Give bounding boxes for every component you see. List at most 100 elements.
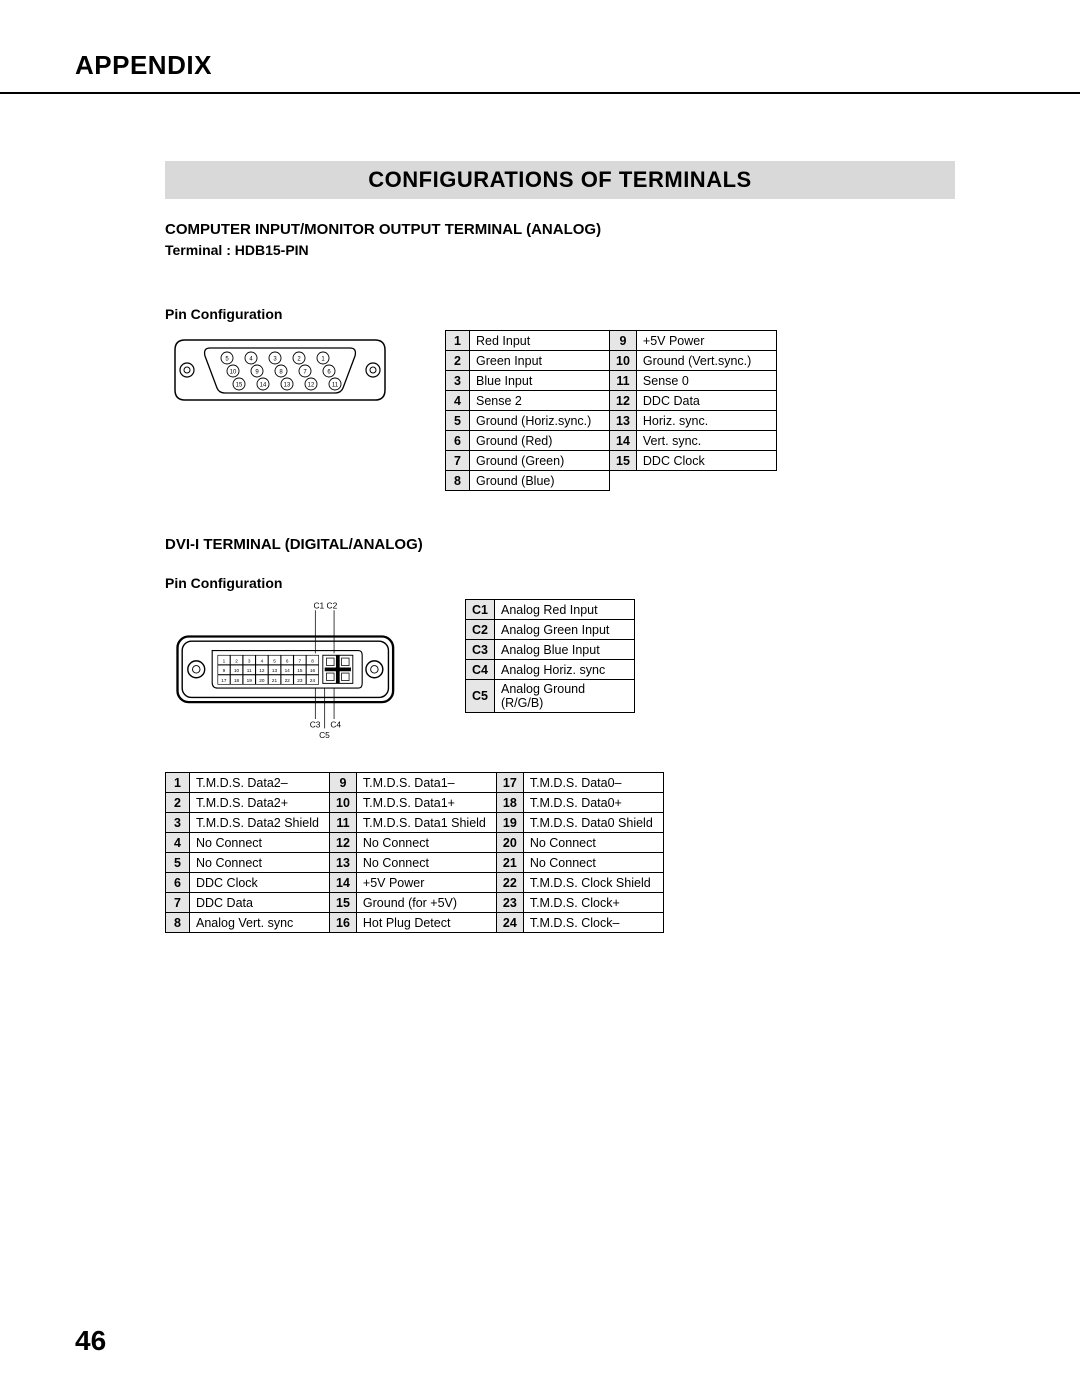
pin-num: C5 — [466, 680, 495, 713]
pin-desc: Ground (Horiz.sync.) — [470, 411, 610, 431]
pin-desc: T.M.D.S. Data0+ — [523, 793, 663, 813]
pin-desc: T.M.D.S. Data1 Shield — [356, 813, 496, 833]
svg-text:9: 9 — [255, 370, 259, 376]
pin-num: 8 — [446, 471, 470, 491]
pin-num: 18 — [496, 793, 523, 813]
pin-num: 21 — [496, 853, 523, 873]
pin-desc: Ground (for +5V) — [356, 893, 496, 913]
pin-num: 23 — [496, 893, 523, 913]
pin-num: 9 — [610, 331, 637, 351]
pin-num: 11 — [330, 813, 357, 833]
svg-text:11: 11 — [247, 668, 252, 673]
c5-label: C5 — [319, 730, 330, 740]
svg-text:3: 3 — [248, 658, 251, 663]
svg-text:16: 16 — [310, 668, 316, 673]
hdb-terminal: Terminal : HDB15-PIN — [165, 242, 955, 258]
pin-desc: Analog Green Input — [494, 620, 634, 640]
svg-text:14: 14 — [285, 668, 291, 673]
pin-num: C3 — [466, 640, 495, 660]
pin-desc: Analog Red Input — [494, 600, 634, 620]
c1c2-label: C1 C2 — [313, 600, 337, 610]
svg-text:1: 1 — [223, 658, 226, 663]
svg-text:13: 13 — [272, 668, 278, 673]
pin-num: 17 — [496, 773, 523, 793]
svg-text:14: 14 — [260, 383, 267, 389]
pin-num: 4 — [166, 833, 190, 853]
svg-text:10: 10 — [234, 668, 240, 673]
dvi-pinconf-label: Pin Configuration — [165, 575, 955, 591]
pin-num: 3 — [166, 813, 190, 833]
svg-text:9: 9 — [223, 668, 226, 673]
pin-num: 1 — [166, 773, 190, 793]
svg-text:6: 6 — [286, 658, 289, 663]
pin-num: 5 — [166, 853, 190, 873]
dvi-heading: DVI-I TERMINAL (DIGITAL/ANALOG) — [165, 536, 955, 553]
pin-desc: DDC Clock — [636, 451, 776, 471]
c3-label: C3 — [310, 719, 321, 729]
hdb-pinconf-label: Pin Configuration — [165, 306, 955, 322]
pin-desc: Ground (Green) — [470, 451, 610, 471]
svg-text:22: 22 — [285, 678, 291, 683]
svg-text:6: 6 — [327, 370, 331, 376]
pin-num: 14 — [330, 873, 357, 893]
svg-text:7: 7 — [299, 658, 302, 663]
pin-desc: Ground (Vert.sync.) — [636, 351, 776, 371]
pin-desc: Blue Input — [470, 371, 610, 391]
svg-text:1: 1 — [321, 357, 325, 363]
svg-text:5: 5 — [225, 357, 229, 363]
svg-text:5: 5 — [273, 658, 276, 663]
pin-desc: No Connect — [356, 833, 496, 853]
svg-text:4: 4 — [249, 357, 253, 363]
page-number: 46 — [75, 1325, 106, 1357]
svg-text:8: 8 — [279, 370, 283, 376]
pin-desc: T.M.D.S. Data2+ — [190, 793, 330, 813]
appendix-heading: APPENDIX — [75, 50, 1020, 81]
pin-desc: Horiz. sync. — [636, 411, 776, 431]
pin-desc: Analog Horiz. sync — [494, 660, 634, 680]
svg-text:2: 2 — [235, 658, 238, 663]
pin-num: 9 — [330, 773, 357, 793]
pin-num: 12 — [330, 833, 357, 853]
pin-desc: No Connect — [523, 853, 663, 873]
pin-desc: Hot Plug Detect — [356, 913, 496, 933]
pin-num: 24 — [496, 913, 523, 933]
dvi-c-table: C1Analog Red InputC2Analog Green InputC3… — [465, 599, 635, 713]
svg-text:11: 11 — [332, 383, 339, 389]
pin-num: 7 — [166, 893, 190, 913]
hdb-heading: COMPUTER INPUT/MONITOR OUTPUT TERMINAL (… — [165, 221, 955, 238]
pin-desc: T.M.D.S. Data1– — [356, 773, 496, 793]
pin-desc: Sense 0 — [636, 371, 776, 391]
pin-num: 11 — [610, 371, 637, 391]
svg-text:12: 12 — [308, 383, 315, 389]
pin-num: 10 — [330, 793, 357, 813]
pin-num: 5 — [446, 411, 470, 431]
pin-desc: No Connect — [356, 853, 496, 873]
pin-desc: Sense 2 — [470, 391, 610, 411]
c4-label: C4 — [330, 719, 341, 729]
svg-text:20: 20 — [259, 678, 265, 683]
dvi-pin-table: 1T.M.D.S. Data2–9T.M.D.S. Data1–17T.M.D.… — [165, 772, 664, 933]
pin-num: 4 — [446, 391, 470, 411]
pin-desc: T.M.D.S. Data0– — [523, 773, 663, 793]
pin-desc: Vert. sync. — [636, 431, 776, 451]
svg-text:8: 8 — [311, 658, 314, 663]
svg-text:18: 18 — [234, 678, 240, 683]
pin-num: C4 — [466, 660, 495, 680]
pin-num: 19 — [496, 813, 523, 833]
pin-desc: T.M.D.S. Data2– — [190, 773, 330, 793]
pin-num: 6 — [446, 431, 470, 451]
pin-num: 16 — [330, 913, 357, 933]
pin-desc: Analog Blue Input — [494, 640, 634, 660]
pin-desc: T.M.D.S. Clock Shield — [523, 873, 663, 893]
pin-num: 6 — [166, 873, 190, 893]
pin-num: 13 — [610, 411, 637, 431]
pin-num: 20 — [496, 833, 523, 853]
svg-text:4: 4 — [261, 658, 264, 663]
svg-text:2: 2 — [297, 357, 301, 363]
svg-text:15: 15 — [297, 668, 303, 673]
pin-desc: T.M.D.S. Data0 Shield — [523, 813, 663, 833]
pin-num: C1 — [466, 600, 495, 620]
pin-desc: Green Input — [470, 351, 610, 371]
pin-num: 8 — [166, 913, 190, 933]
pin-desc: No Connect — [190, 853, 330, 873]
